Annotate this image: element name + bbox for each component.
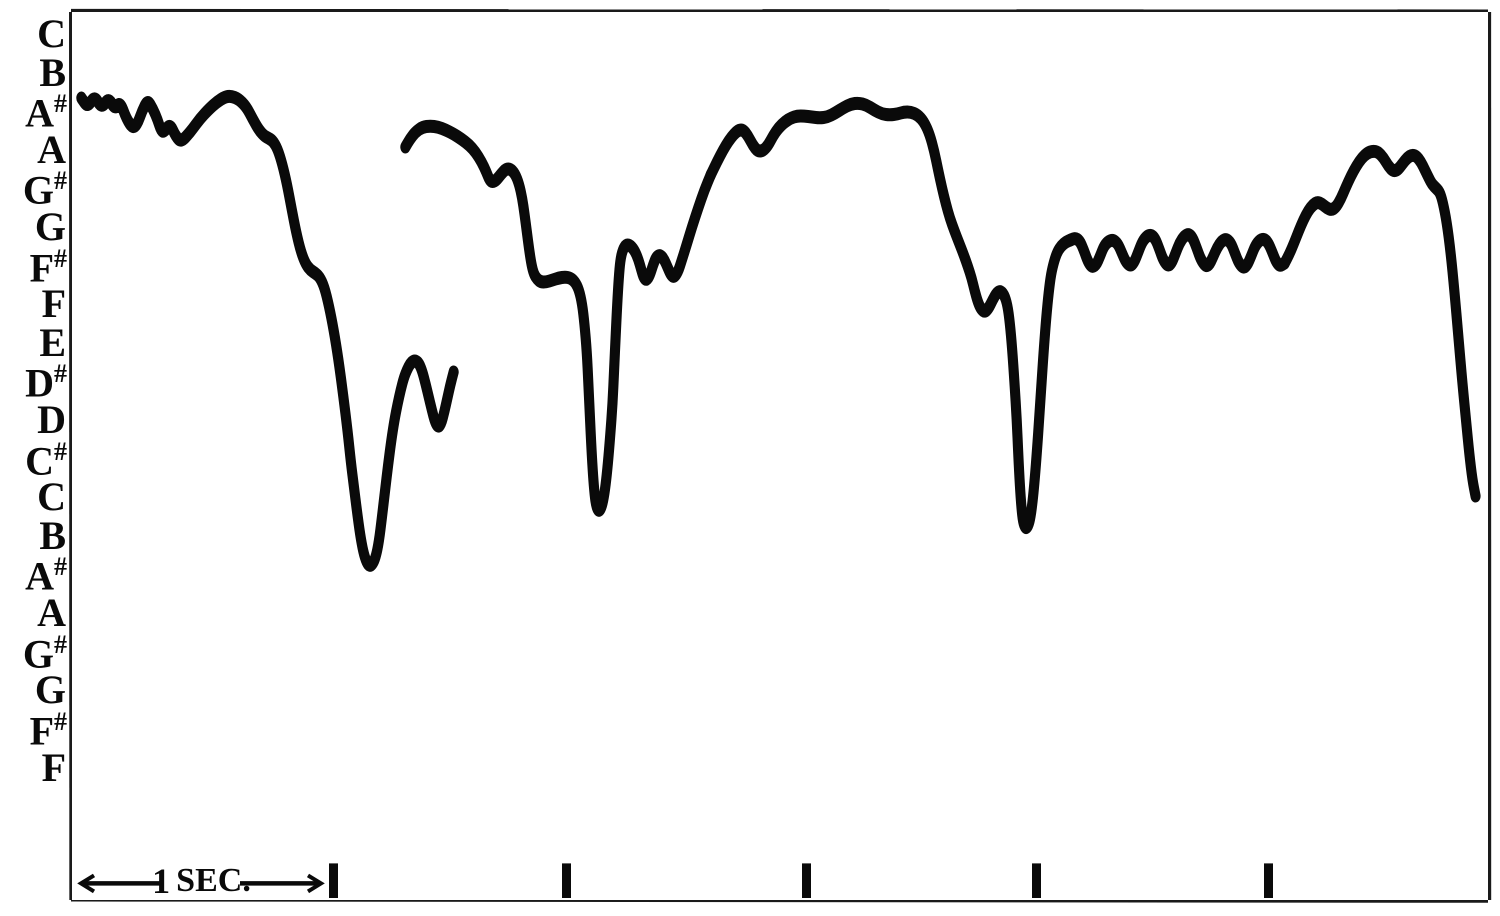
trace-segment-vibrato-plateau [1065,228,1290,274]
note-label-asharp-2: A# [25,89,67,136]
note-label-csharp-11: C# [25,436,67,483]
note-label-fsharp-18: F# [29,706,67,754]
sharp-icon: # [54,706,67,736]
note-label-gsharp-4: G# [22,166,67,213]
sharp-icon: # [54,359,67,389]
trace-segment-rise-arch-and-deep-valley [705,96,1076,535]
note-label-b-13: B [39,512,66,558]
trace-segment-final-rise-and-long-fall [1279,144,1481,503]
sharp-icon: # [54,89,67,119]
pitch-trace [76,89,1481,572]
plot-area [72,12,1488,900]
note-label-a-3: A [37,126,66,172]
note-label-e-8: E [39,319,66,365]
note-label-fsharp-6: F# [29,243,67,290]
time-marker-layer [329,863,1273,898]
trace-segment-opening-vibrato-and-fall [76,89,459,572]
note-label-dsharp-9: D# [25,359,67,406]
note-label-g-5: G [34,203,66,249]
time-marker-1 [562,863,571,898]
note-label-f-19: F [41,744,66,790]
note-label-c-0: C [37,10,66,56]
sharp-icon: # [54,552,67,582]
note-label-gsharp-16: G# [22,629,67,676]
note-label-d-10: D [37,397,66,443]
note-label-g-17: G [34,667,66,713]
time-scale-unit: SEC. [176,861,251,899]
note-label-b-1: B [39,49,66,95]
time-marker-2 [802,863,811,898]
sharp-icon: # [54,629,67,659]
note-label-asharp-14: A# [25,552,67,599]
trace-segment-second-phrase-with-narrow-valley [400,119,716,517]
sharp-icon: # [54,166,67,196]
note-label-column: C B A# A G# G F# F E D# D C# C B A# A G# G F# F [0,0,72,916]
note-label-c-12: C [37,474,66,520]
time-marker-3 [1032,863,1041,898]
time-scale-number: 1 [152,860,171,901]
sharp-icon: # [54,436,67,466]
time-marker-0 [329,863,338,898]
note-label-a-15: A [37,590,66,636]
sharp-icon: # [54,243,67,273]
note-label-f-7: F [41,281,66,327]
time-marker-4 [1264,863,1273,898]
second-bracket-arrows [77,874,325,894]
time-scale-annotation: ← 1 SEC. → [72,861,333,900]
